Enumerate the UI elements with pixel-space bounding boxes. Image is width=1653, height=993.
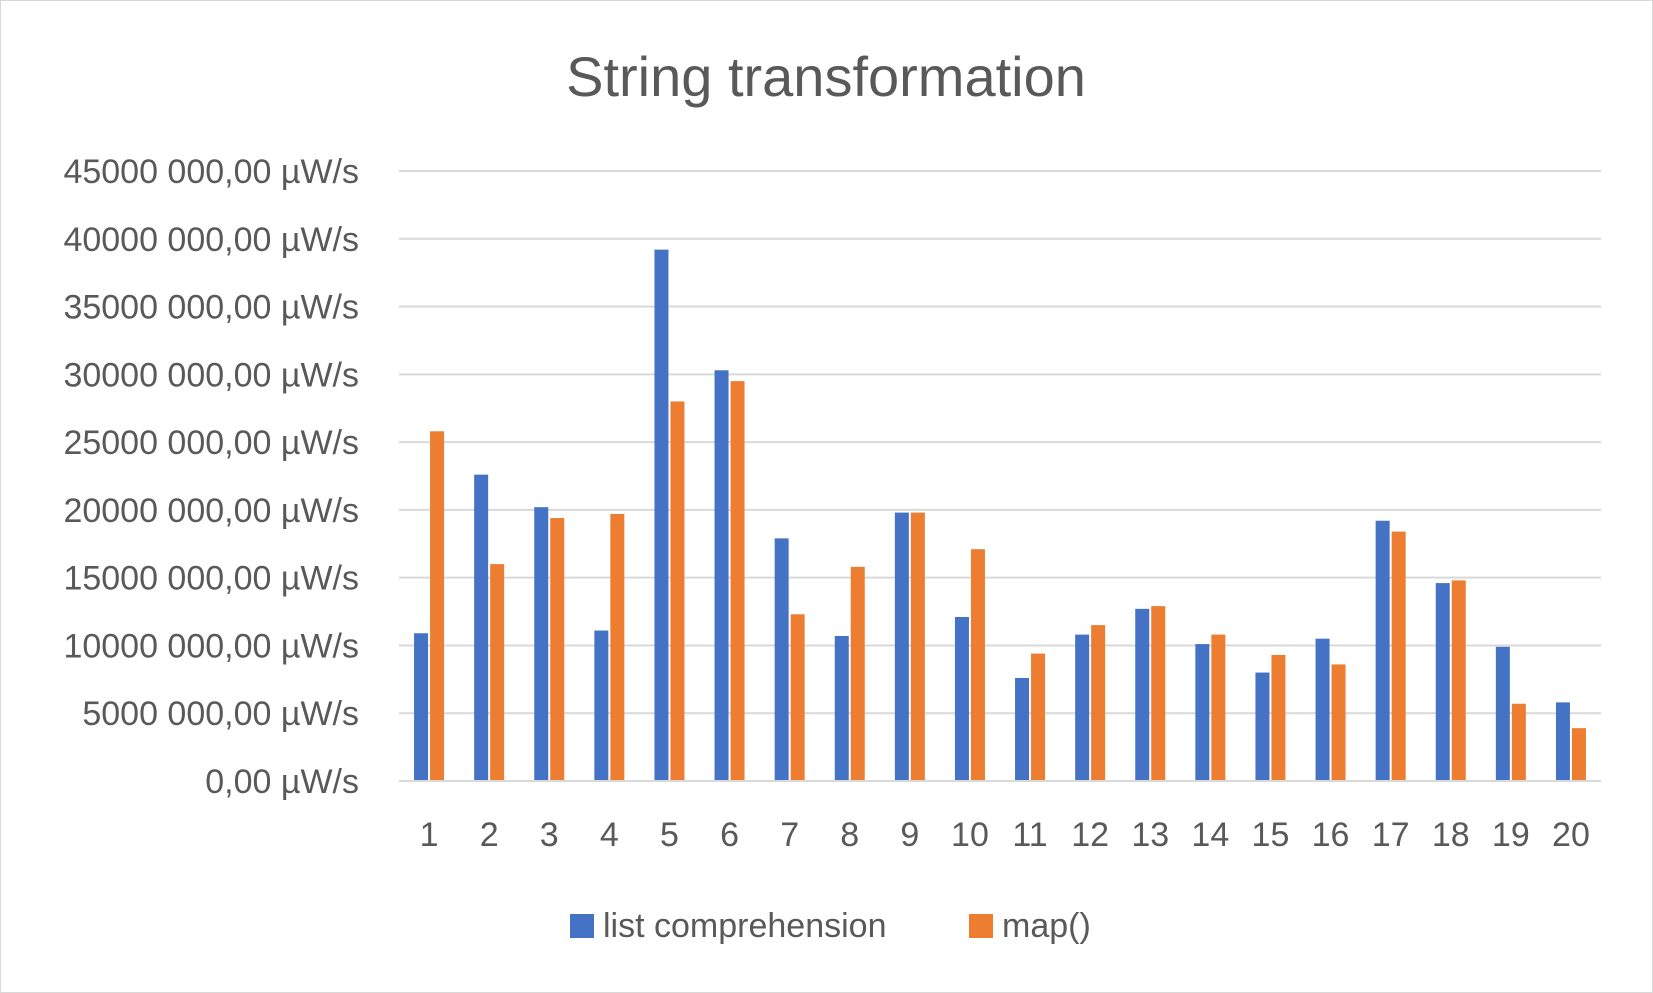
y-tick-label: 15000 000,00 µW/s (63, 560, 359, 598)
bar-list-comprehension-6 (714, 370, 729, 781)
x-tick-label: 16 (1312, 816, 1350, 854)
y-tick-label: 25000 000,00 µW/s (63, 424, 359, 462)
bar-map-2 (490, 564, 505, 781)
x-tick-label: 18 (1432, 816, 1470, 854)
bar-list-comprehension-18 (1435, 583, 1450, 781)
bar-map-1 (430, 431, 445, 781)
y-tick-label: 45000 000,00 µW/s (63, 153, 359, 191)
x-tick-label: 13 (1131, 816, 1169, 854)
bar-list-comprehension-1 (414, 633, 429, 781)
gridlines (399, 170, 1601, 715)
y-tick-label: 40000 000,00 µW/s (63, 221, 359, 259)
bar-map-14 (1211, 634, 1226, 781)
bar-map-5 (670, 401, 685, 781)
bar-list-comprehension-10 (954, 616, 969, 781)
bar-map-12 (1091, 625, 1106, 781)
bar-map-11 (1031, 653, 1046, 781)
y-tick-label: 35000 000,00 µW/s (63, 289, 359, 327)
bar-list-comprehension-8 (834, 635, 849, 781)
legend-swatch (969, 914, 993, 938)
x-tick-label: 17 (1372, 816, 1410, 854)
x-tick-label: 6 (720, 816, 739, 854)
x-tick-label: 19 (1492, 816, 1530, 854)
x-tick-label: 3 (540, 816, 559, 854)
x-tick-label: 2 (480, 816, 499, 854)
x-tick-label: 12 (1071, 816, 1109, 854)
bar-map-20 (1571, 728, 1586, 781)
bar-map-18 (1451, 580, 1466, 781)
bar-list-comprehension-14 (1195, 644, 1210, 781)
bar-map-3 (550, 518, 565, 781)
bar-list-comprehension-11 (1015, 677, 1030, 781)
bar-list-comprehension-3 (534, 507, 549, 781)
x-tick-label: 8 (840, 816, 859, 854)
bar-map-7 (790, 614, 805, 781)
x-tick-label: 1 (420, 816, 439, 854)
x-tick-label: 14 (1191, 816, 1229, 854)
bar-list-comprehension-7 (774, 538, 789, 781)
bar-map-15 (1271, 654, 1286, 781)
x-axis-ticks: 1 2 3 4 5 6 7 8 9 10 11 12 13 14 15 16 17 18 19 20 (420, 816, 1590, 854)
y-axis-ticks: 0,00 µW/s 5000 000,00 µW/s 10000 000,00 µW… (63, 153, 359, 801)
y-tick-label: 10000 000,00 µW/s (63, 627, 359, 665)
bar-list-comprehension-17 (1375, 520, 1390, 781)
x-tick-label: 11 (1012, 816, 1047, 854)
y-tick-label: 5000 000,00 µW/s (82, 695, 359, 733)
x-tick-label: 7 (780, 816, 799, 854)
legend-swatch (570, 914, 594, 938)
bar-list-comprehension-5 (654, 249, 669, 782)
bar-map-13 (1151, 606, 1166, 781)
bar-list-comprehension-20 (1555, 702, 1570, 781)
legend-label: list comprehension (603, 907, 886, 945)
bar-map-17 (1391, 531, 1406, 781)
bar-list-comprehension-9 (894, 512, 909, 781)
bar-map-8 (850, 566, 865, 781)
y-tick-label: 0,00 µW/s (205, 763, 359, 801)
bar-list-comprehension-19 (1495, 646, 1510, 781)
x-tick-label: 15 (1252, 816, 1290, 854)
bar-map-16 (1331, 664, 1346, 781)
bar-list-comprehension-16 (1315, 638, 1330, 781)
bar-list-comprehension-13 (1135, 608, 1150, 781)
bar-list-comprehension-4 (594, 630, 609, 781)
y-tick-label: 20000 000,00 µW/s (63, 492, 359, 530)
y-tick-label: 30000 000,00 µW/s (63, 356, 359, 394)
bar-map-4 (610, 513, 625, 781)
chart-title: String transformation (566, 45, 1086, 108)
legend: list comprehension map() (570, 907, 1091, 945)
x-tick-label: 9 (900, 816, 919, 854)
bar-map-6 (730, 381, 745, 781)
bar-map-19 (1511, 703, 1526, 781)
x-tick-label: 10 (951, 816, 989, 854)
bar-list-comprehension-12 (1075, 634, 1090, 781)
x-tick-label: 5 (660, 816, 679, 854)
x-tick-label: 20 (1552, 816, 1590, 854)
bar-map-10 (970, 549, 985, 781)
bar-list-comprehension-2 (474, 474, 489, 781)
legend-label: map() (1002, 907, 1091, 945)
bar-map-9 (910, 512, 925, 781)
bars (414, 249, 1586, 782)
x-tick-label: 4 (600, 816, 619, 854)
bar-list-comprehension-15 (1255, 672, 1270, 781)
